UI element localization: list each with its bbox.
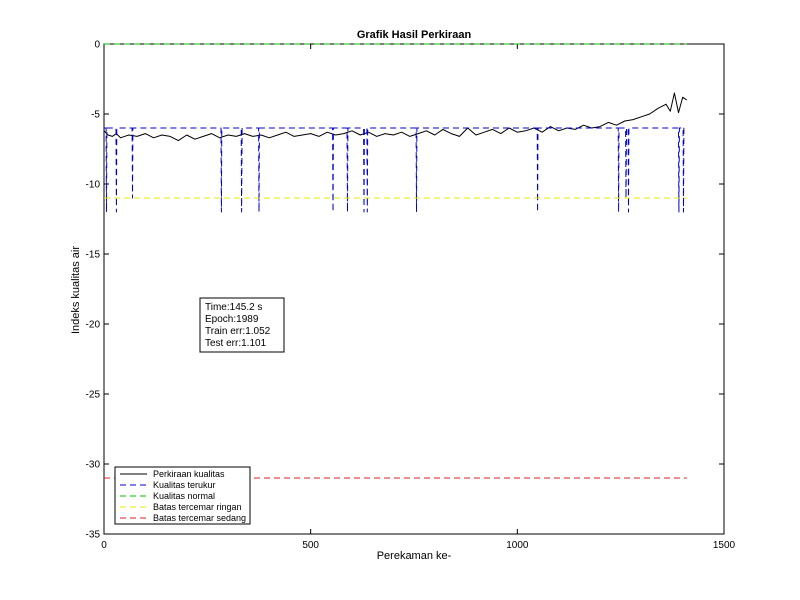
- legend-entry: Kualitas normal: [153, 491, 215, 501]
- y-tick-label: -5: [91, 110, 100, 121]
- series-line-kualitas-terukur: [104, 127, 687, 213]
- annotation-line: Time:145.2 s: [205, 302, 262, 313]
- y-tick-label: -35: [86, 530, 101, 541]
- y-axis-title: Indeks kualitas air: [70, 246, 82, 334]
- annotation-frame: [199, 297, 285, 353]
- y-tick-label: -20: [86, 320, 101, 331]
- legend-entry: Batas tercemar ringan: [153, 502, 242, 512]
- legend-frame: [114, 466, 251, 525]
- axes-frame: [103, 43, 725, 535]
- x-axis-title: Perekaman ke-: [377, 550, 452, 562]
- x-tick-label: 500: [302, 540, 319, 551]
- legend-entry: Perkiraan kualitas: [153, 469, 225, 479]
- plot-area: 0 500 1000 1500 0 -5 -10 -15 -20 -25 -30 -35: [86, 40, 736, 552]
- y-tick-label: -30: [86, 460, 101, 471]
- x-tick-label: 0: [101, 540, 107, 551]
- x-tick-label: 1000: [506, 540, 529, 551]
- series-line-perkiraan-kualitas: [103, 92, 688, 142]
- annotation-line: Test err:1.101: [205, 338, 267, 349]
- y-tick-label: -25: [86, 390, 101, 401]
- y-tick-label: -15: [86, 250, 101, 261]
- annotation-line: Epoch:1989: [205, 314, 259, 325]
- chart-title: Grafik Hasil Perkiraan: [357, 29, 472, 41]
- legend-entry: Kualitas terukur: [153, 480, 216, 490]
- y-tick-label: -10: [86, 180, 101, 191]
- legend-entry: Batas tercemar sedang: [153, 513, 246, 523]
- y-tick-label: 0: [94, 40, 100, 51]
- annotation-line: Train err:1.052: [205, 326, 271, 337]
- x-tick-label: 1500: [713, 540, 736, 551]
